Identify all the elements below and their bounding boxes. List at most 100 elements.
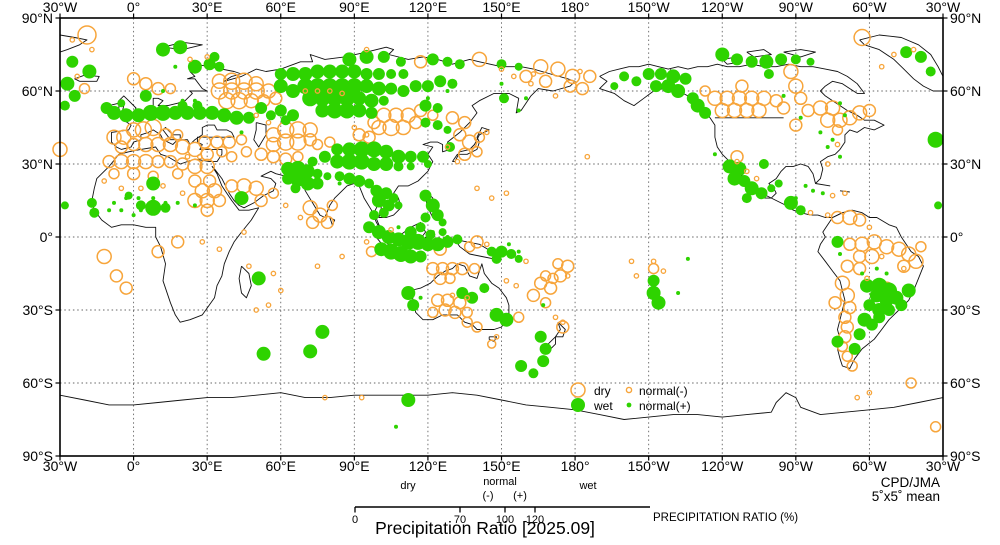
data-point-wet — [60, 201, 69, 210]
lat-label-right: 30°N — [950, 156, 981, 172]
coastline-path — [817, 209, 924, 369]
data-point-dry — [751, 102, 767, 119]
data-point-dry — [144, 118, 162, 137]
data-point-wet — [454, 59, 465, 70]
data-point-wet — [499, 93, 509, 104]
data-point-normal — [161, 89, 165, 93]
data-point-normal — [192, 203, 197, 208]
lon-label-top: 90°W — [779, 0, 814, 15]
data-point-wet — [59, 100, 70, 111]
lon-label-top: 150°E — [482, 0, 520, 15]
data-point-dry — [468, 262, 481, 275]
data-point-normal — [824, 212, 831, 218]
coastline-path — [859, 34, 944, 92]
data-point-dry — [326, 199, 339, 212]
data-point-dry — [538, 74, 553, 89]
data-point-dry — [852, 261, 867, 276]
data-point-normal — [824, 161, 831, 167]
data-point-dry — [842, 209, 858, 226]
data-point-wet — [397, 85, 410, 97]
data-point-wet — [496, 59, 507, 70]
data-point-dry — [457, 115, 472, 130]
data-point-dry — [235, 133, 248, 146]
data-point-dry — [553, 269, 568, 283]
data-point-normal — [464, 294, 471, 301]
data-point-wet — [860, 278, 874, 293]
data-point-normal — [834, 141, 841, 148]
coastline-path — [410, 263, 510, 330]
credit-agency: CPD/JMA — [881, 475, 940, 490]
data-point-dry — [126, 137, 141, 152]
data-point-wet — [379, 157, 394, 171]
data-point-wet — [407, 299, 420, 312]
data-point-normal — [552, 314, 559, 321]
lon-label-top: 180° — [561, 0, 590, 15]
data-point-dry — [102, 154, 116, 169]
data-point-dry — [769, 93, 783, 108]
data-point-normal — [712, 152, 717, 157]
lat-label-left: 90°S — [22, 448, 53, 464]
data-point-wet — [274, 104, 287, 117]
coastline-path — [59, 392, 944, 420]
data-point-wet — [286, 67, 300, 81]
data-point-wet — [331, 143, 344, 156]
data-point-wet — [631, 76, 642, 87]
data-point-normal — [253, 112, 260, 119]
data-point-dry — [218, 91, 236, 110]
data-point-wet — [89, 207, 100, 218]
data-point-dry — [320, 215, 335, 230]
data-point-dry — [126, 72, 141, 86]
data-point-wet — [415, 222, 426, 233]
data-point-normal — [119, 208, 124, 213]
data-point-dry — [539, 270, 552, 282]
data-point-wet — [401, 393, 416, 407]
data-point-dry — [547, 272, 559, 285]
data-point-dry — [519, 69, 533, 84]
data-point-dry — [560, 259, 575, 273]
data-point-wet — [466, 291, 479, 304]
data-point-normal — [506, 242, 511, 247]
data-point-dry — [583, 69, 597, 84]
data-point-dry — [126, 166, 141, 181]
data-point-wet — [895, 299, 908, 312]
data-point-wet — [727, 171, 742, 186]
data-point-wet — [205, 105, 220, 120]
data-point-wet — [420, 117, 431, 128]
data-point-normal — [528, 80, 534, 87]
data-point-wet — [290, 183, 301, 194]
data-point-dry — [311, 138, 324, 151]
data-point-dry — [840, 320, 855, 334]
coastline-path — [815, 183, 831, 187]
data-point-normal — [246, 263, 252, 270]
data-point-dry — [212, 193, 227, 208]
data-point-wet — [335, 64, 350, 79]
data-point-wet — [414, 250, 427, 263]
data-point-wet — [309, 78, 326, 95]
data-point-wet — [367, 157, 381, 171]
data-point-wet — [311, 177, 324, 190]
data-point-wet — [156, 42, 170, 57]
data-point-normal — [633, 273, 640, 279]
data-point-wet — [432, 103, 443, 113]
data-point-wet — [369, 210, 379, 221]
data-point-wet — [274, 68, 287, 80]
data-point-wet — [229, 110, 244, 125]
data-point-wet — [715, 47, 730, 62]
data-point-wet — [486, 246, 497, 257]
data-point-normal — [112, 200, 116, 205]
data-point-normal — [136, 196, 141, 201]
data-point-dry — [292, 150, 304, 163]
data-point-wet — [142, 104, 159, 121]
data-point-normal — [811, 188, 815, 193]
lat-label-right: 30°S — [950, 302, 981, 318]
data-point-wet — [353, 141, 370, 158]
data-point-normal — [552, 93, 559, 99]
data-point-wet — [401, 286, 416, 300]
data-point-normal — [151, 196, 156, 201]
data-point-dry — [78, 82, 91, 95]
data-point-wet — [395, 56, 406, 67]
lon-label-bottom: 30°W — [43, 458, 78, 474]
data-point-dry — [841, 350, 854, 362]
data-point-normal — [454, 158, 461, 165]
data-point-dry — [382, 118, 400, 137]
